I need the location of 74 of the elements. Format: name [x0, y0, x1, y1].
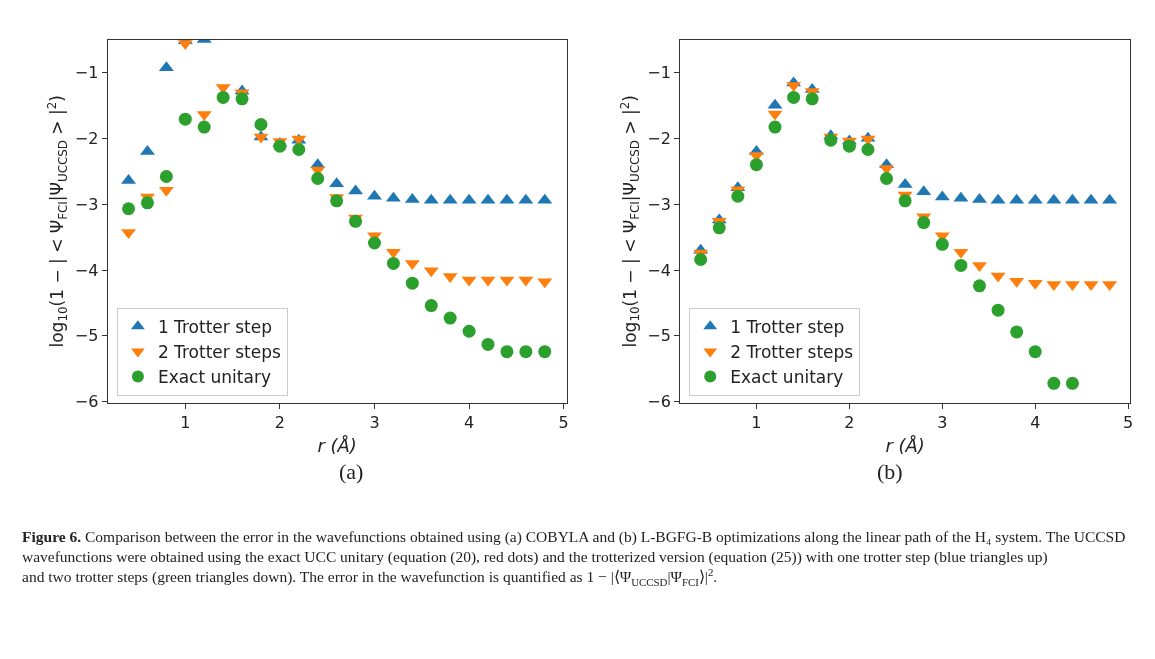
point	[405, 276, 419, 290]
point	[805, 92, 819, 106]
point	[197, 120, 211, 134]
point	[787, 90, 801, 104]
y-tick-label: −3	[647, 194, 671, 214]
point	[973, 279, 986, 293]
y-tick-label: −1	[74, 63, 99, 83]
point	[538, 345, 552, 359]
point	[712, 221, 726, 235]
point	[481, 337, 495, 351]
point	[1065, 376, 1079, 390]
point	[216, 90, 230, 104]
legend-label: 2 Trotter steps	[730, 342, 854, 363]
point	[178, 112, 192, 126]
point	[140, 196, 154, 210]
x-axis-title: r (Å)	[885, 435, 925, 457]
point	[368, 236, 381, 250]
y-tick-label: −6	[647, 392, 671, 412]
point	[1010, 325, 1024, 339]
point	[122, 202, 136, 216]
point	[954, 258, 968, 272]
text: Figure 6. Comparison between the error in the wavefunctions obtained using (a) COBYLA and (b) L-BGFG-B optimizations along the linear path of the H₄ system. The UCCSD wavefunctions were obtained using the exact UCC unitary (equation (20), red dots) and the trotterized version (equation (25)) with one trotter step (blue triangles up) and two trotter steps (green triangles down). The error in the wavefunction is quantified as 1 − |⟨Ψ$_{UCCSD}$|Ψ$_{FCI}$⟩|$^{2}$.	[22, 528, 1126, 588]
legend-label: Exact unitary	[157, 367, 271, 388]
point	[1047, 376, 1061, 390]
legend-label: Exact unitary	[730, 367, 844, 388]
x-tick-label: 5	[1123, 413, 1134, 433]
point	[254, 117, 268, 131]
x-tick-label: 4	[1030, 413, 1041, 433]
y-tick-label: −1	[647, 63, 671, 83]
point	[424, 299, 438, 313]
x-tick-label: 3	[937, 413, 948, 433]
y-tick-label: −3	[74, 194, 99, 214]
point	[861, 142, 875, 156]
point	[917, 216, 931, 230]
point	[694, 252, 708, 266]
text: (b)	[877, 459, 903, 484]
x-tick-label: 5	[558, 413, 569, 433]
point	[991, 303, 1005, 317]
x-axis-title: r (Å)	[317, 435, 357, 457]
x-tick-label: 1	[180, 413, 191, 433]
point	[462, 324, 476, 338]
x-tick-label: 3	[369, 413, 380, 433]
point	[842, 139, 856, 153]
point	[443, 311, 457, 325]
y-tick-label: −5	[647, 326, 671, 346]
point	[235, 92, 249, 106]
point	[880, 171, 894, 185]
point	[1028, 345, 1042, 359]
point	[500, 345, 514, 359]
x-tick-label: 4	[464, 413, 475, 433]
y-tick-label: −4	[647, 260, 671, 280]
point	[898, 194, 912, 208]
point	[731, 189, 745, 203]
point	[292, 142, 306, 156]
point	[273, 139, 287, 153]
legend-label: 2 Trotter steps	[157, 342, 281, 363]
x-tick-label: 2	[274, 413, 285, 433]
legend-label: 1 Trotter step	[730, 316, 845, 337]
y-tick-label: −2	[74, 128, 99, 148]
y-tick-label: −5	[74, 326, 99, 346]
text: (a)	[339, 459, 364, 484]
point	[386, 256, 400, 270]
y-tick-label: −2	[647, 128, 671, 148]
x-tick-label: 1	[751, 413, 762, 433]
point	[159, 169, 173, 183]
y-tick-label: −4	[74, 260, 99, 280]
point	[768, 120, 782, 134]
legend-label: 1 Trotter step	[157, 316, 272, 337]
point	[935, 237, 949, 251]
point	[519, 345, 533, 359]
y-tick-label: −6	[74, 392, 99, 412]
point	[311, 171, 325, 185]
point	[749, 158, 763, 172]
x-tick-label: 2	[844, 413, 855, 433]
